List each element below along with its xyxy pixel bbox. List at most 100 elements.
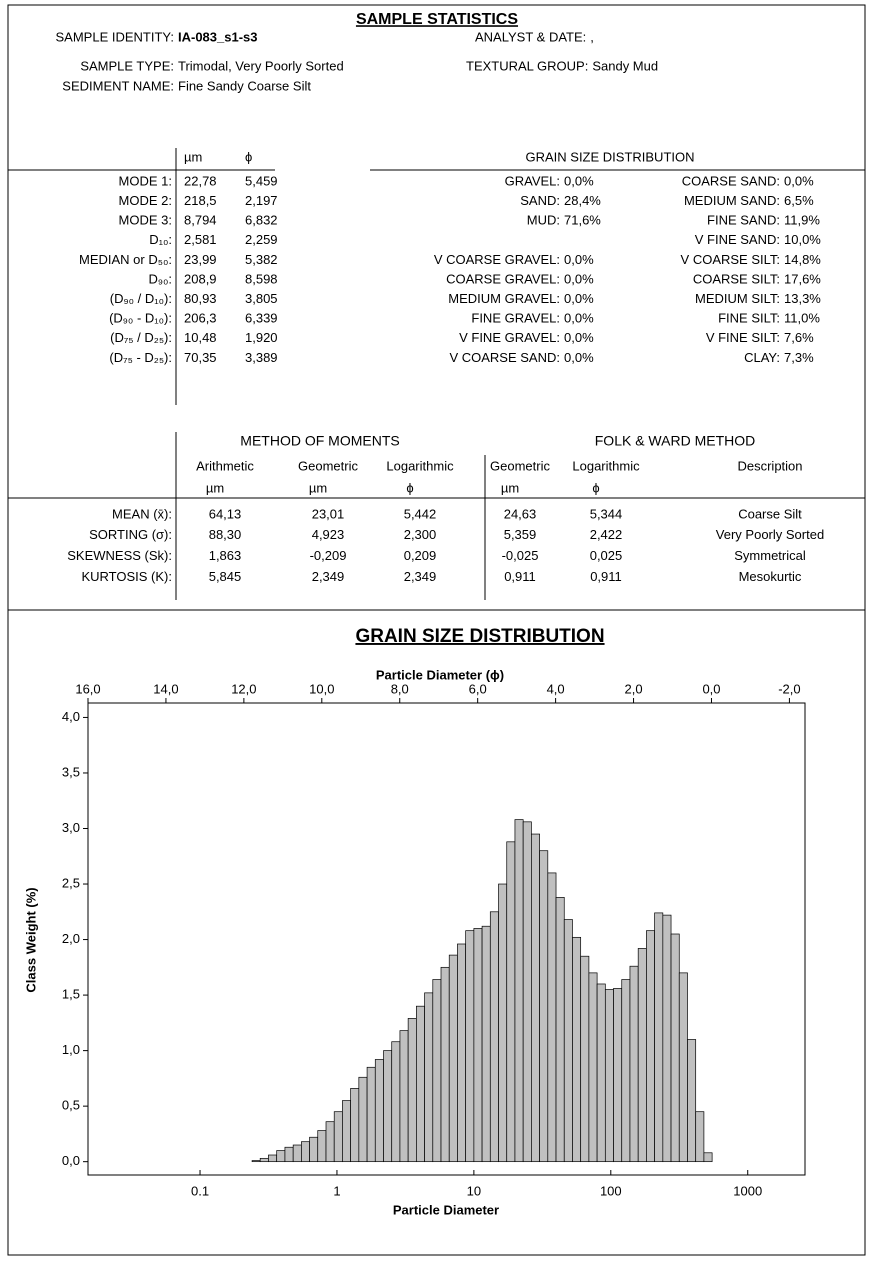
row-label: D₉₀: [148,271,172,286]
dist-value: 0,0% [564,271,594,286]
bar [498,883,508,1163]
row-label: MODE 1: [119,173,172,188]
group-header: METHOD OF MOMENTS [240,433,399,449]
y-tick-label: 0,0 [62,1153,80,1168]
cell: 5,344 [590,506,623,521]
cell: 24,63 [504,506,537,521]
column-header: Description [737,458,802,473]
cell: Symmetrical [734,548,806,563]
info-label: SEDIMENT NAME: [62,78,174,93]
row-label: MEDIAN or D₅₀: [79,252,172,267]
dist-label: SAND: [520,193,560,208]
cell: 5,382 [245,252,278,267]
dist-label: FINE SILT: [718,311,780,326]
cell: 1,920 [245,330,278,345]
bar [399,1030,409,1163]
cell: 0,911 [590,569,622,584]
bar [629,965,639,1163]
cell: 6,832 [245,213,278,228]
column-header: Logarithmic [572,458,640,473]
bar [572,936,582,1163]
row-label: (D₇₅ / D₂₅): [110,330,172,345]
bar [342,1100,351,1163]
cell: 8,598 [245,271,278,286]
bar [284,1146,294,1163]
cell: 5,845 [209,569,242,584]
cell: 2,259 [245,232,278,247]
cell: Coarse Silt [738,506,802,521]
bar [292,1144,302,1163]
x2-tick-label: 8,0 [391,681,409,696]
bar [374,1059,384,1163]
x2-tick-label: 10,0 [309,681,334,696]
bar [366,1066,376,1163]
cell: 10,48 [184,330,217,345]
row-label: (D₉₀ / D₁₀): [110,291,172,306]
dist-value: 0,0% [564,252,594,267]
cell: 218,5 [184,193,217,208]
cell: 2,349 [404,569,437,584]
y-tick-label: 2,5 [62,875,80,890]
bar [514,819,524,1163]
bar [547,872,557,1163]
y-axis-title: Class Weight (%) [23,887,38,992]
bar [588,972,598,1163]
row-label: (D₇₅ - D₂₅): [109,350,172,365]
bar [350,1088,360,1163]
bar [604,989,614,1163]
cell: 88,30 [209,527,242,542]
bar [489,911,499,1163]
cell: 1,863 [209,548,242,563]
bar [580,955,590,1163]
bar [654,912,664,1163]
bar [637,948,647,1163]
cell: 5,442 [404,506,437,521]
dist-value: 17,6% [784,271,821,286]
cell: 70,35 [184,350,217,365]
x2-tick-label: 12,0 [231,681,256,696]
info-label: TEXTURAL GROUP: [466,58,588,73]
cell: 3,805 [245,291,278,306]
cell: 4,923 [312,527,345,542]
bar [440,966,450,1163]
info-value: IA-083_s1-s3 [178,29,258,44]
y-tick-label: 1,5 [62,987,80,1002]
dist-label: V COARSE GRAVEL: [434,252,560,267]
bar [662,914,672,1163]
bar [259,1157,269,1163]
dist-label: MEDIUM SAND: [684,193,780,208]
title: SAMPLE STATISTICS [356,11,518,28]
dist-value: 0,0% [564,311,594,326]
row-label: KURTOSIS (K): [81,569,172,584]
cell: 5,459 [245,173,278,188]
dist-value: 7,6% [784,330,814,345]
cell: 0,911 [504,569,536,584]
column-header: Logarithmic [386,458,454,473]
bar [432,979,442,1163]
row-label: MODE 3: [119,213,172,228]
column-header: Arithmetic [196,458,254,473]
chart-box [7,609,866,1256]
cell: Mesokurtic [739,569,802,584]
dist-value: 14,8% [784,252,821,267]
dist-value: 28,4% [564,193,601,208]
dist-value: 0,0% [564,291,594,306]
y-tick-label: 1,0 [62,1042,80,1057]
dist-label: MUD: [527,213,560,228]
cell: 2,422 [590,527,623,542]
x-tick-label: 1000 [733,1183,762,1198]
bar [613,988,623,1163]
bar [383,1050,393,1163]
dist-label: CLAY: [744,350,780,365]
x2-tick-label: 4,0 [547,681,565,696]
x2-axis-title: Particle Diameter (ϕ) [376,667,504,682]
info-label: ANALYST & DATE: [475,29,586,44]
x2-tick-label: 14,0 [153,681,178,696]
bar [358,1076,368,1163]
column-header: Geometric [490,458,550,473]
unit-header: µm [501,480,519,495]
row-label: (D₉₀ - D₁₀): [109,311,172,326]
dist-value: 0,0% [564,330,594,345]
cell: 206,3 [184,311,217,326]
